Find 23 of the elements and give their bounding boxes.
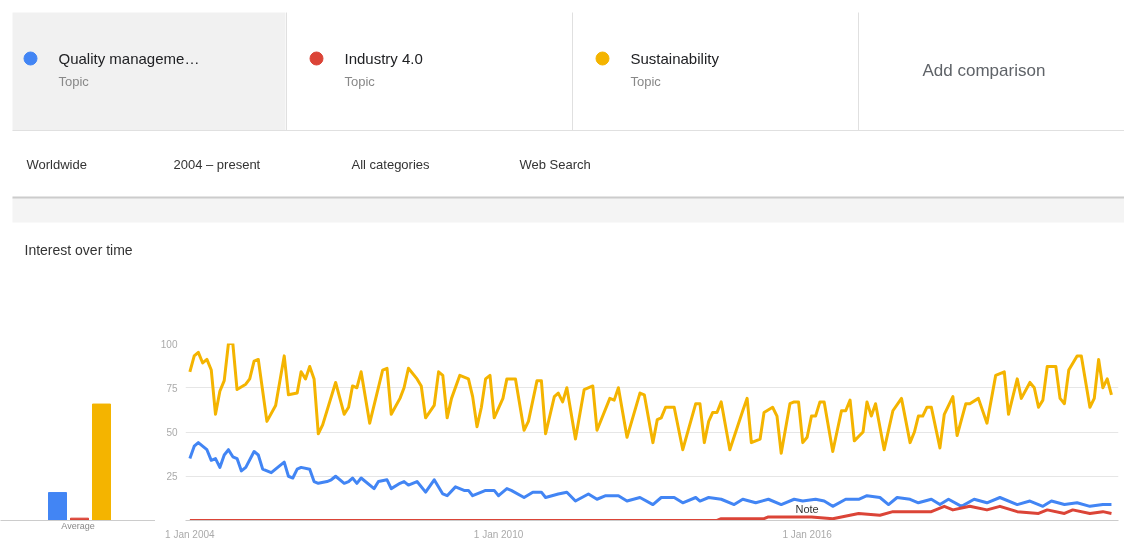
legend-label: Quality manageme…: [58, 50, 200, 67]
y-tick-label: 75: [166, 382, 178, 394]
text: Topic: [344, 74, 376, 89]
text: Topic: [630, 74, 662, 89]
text: Worldwide: [26, 157, 87, 172]
line-series: [188, 343, 1113, 455]
x-tick-label: 1 Jan 2010: [473, 528, 524, 540]
legend-label: Industry 4.0: [344, 50, 423, 67]
y-tick-label: 25: [166, 471, 178, 483]
text: All categories: [351, 157, 431, 172]
y-tick-label: 100: [160, 338, 178, 350]
x-axis-title: Average: [61, 520, 95, 531]
text: Web Search: [519, 157, 591, 172]
x-tick-label: 1 Jan 2016: [782, 528, 833, 540]
text: Topic: [58, 74, 90, 89]
line-series: [188, 504, 1113, 521]
chart-title: Interest over time: [24, 241, 133, 258]
legend-label: Sustainability: [630, 50, 720, 67]
x-tick-label: 1 Jan 2004: [165, 528, 216, 540]
text: 2004 – present: [173, 157, 261, 172]
text: Add comparison: [922, 61, 1046, 80]
y-tick-label: 50: [166, 427, 178, 438]
annotation: Note: [795, 502, 819, 515]
